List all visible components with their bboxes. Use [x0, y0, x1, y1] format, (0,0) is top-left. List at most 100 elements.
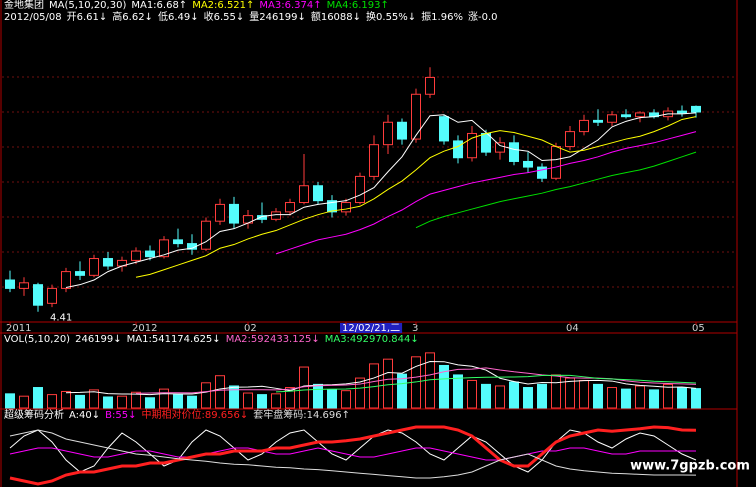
- quote-item: 振1.96%: [421, 12, 463, 23]
- candle-body: [509, 142, 519, 162]
- quote-item: 2012/05/08: [4, 12, 62, 23]
- candle-body: [523, 160, 533, 168]
- series-line: [415, 151, 697, 229]
- volume-bar: [103, 396, 113, 409]
- volume-bar: [89, 389, 99, 409]
- x-tick-label: 05: [692, 323, 705, 334]
- candle-body: [75, 271, 85, 276]
- volume-bar: [187, 395, 197, 409]
- dotted-guides: [2, 76, 736, 288]
- candle-body: [103, 258, 113, 267]
- candle-body: [5, 279, 15, 289]
- candle-body: [537, 166, 547, 179]
- candle-body: [481, 132, 491, 153]
- quote-item: 低6.49↓: [157, 12, 199, 23]
- series-line: [9, 447, 696, 461]
- volume-bar: [61, 390, 71, 409]
- volume-bar: [551, 374, 561, 409]
- stock-name: 金地集团: [4, 0, 44, 11]
- quote-item: 涨-0.0: [467, 12, 498, 23]
- volume-bar: [523, 387, 533, 409]
- quote-item: 高6.62↓: [112, 12, 153, 23]
- legend-entry: B:55↓: [105, 410, 137, 421]
- legend-entry: 中期相对价位:89.656↓: [141, 410, 249, 421]
- volume-bar: [5, 393, 15, 409]
- volume-bar: [635, 385, 645, 409]
- volume-current: 246199↓: [75, 334, 122, 345]
- candle-body: [621, 114, 631, 118]
- volume-bar: [47, 394, 57, 409]
- series-line: [65, 361, 697, 396]
- volume-bar: [663, 383, 673, 409]
- x-tick-label: 3: [412, 323, 418, 334]
- candle-body: [635, 112, 645, 118]
- volume-bar: [607, 387, 617, 409]
- candle-body: [47, 287, 57, 304]
- volume-bar: [257, 394, 267, 409]
- candle-body: [677, 110, 687, 114]
- legend-entry: MA1:6.68↑: [131, 0, 188, 11]
- candle-body: [607, 114, 617, 123]
- candle-body: [579, 119, 589, 133]
- candle-body: [355, 175, 365, 204]
- indicator-header: 超级筹码分析 A:40↓ B:55↓ 中期相对价位:89.656↓ 套牢盘筹码:14.6…: [4, 410, 350, 422]
- candle-body: [159, 239, 169, 258]
- series-line: [9, 429, 697, 473]
- volume-bar: [131, 391, 141, 409]
- quote-item: 开6.61↓: [66, 12, 108, 23]
- volume-bar: [229, 385, 239, 409]
- volume-bar: [565, 377, 575, 409]
- candle-body: [33, 284, 43, 306]
- volume-bar: [621, 388, 631, 409]
- series-line: [9, 429, 697, 479]
- volume-bar: [467, 379, 477, 409]
- legend-entry: MA1:541174.625↓: [126, 334, 221, 345]
- candle-body: [369, 144, 379, 177]
- volume-bar: [19, 395, 29, 409]
- ma-label: MA(5,10,20,30): [49, 0, 127, 11]
- low-label: 4.41: [50, 313, 72, 324]
- candle-body: [383, 121, 393, 146]
- volume-bar: [75, 394, 85, 409]
- series-line: [275, 131, 697, 255]
- quote-header: 2012/05/08 开6.61↓ 高6.62↓ 低6.49↓ 收6.55↓ 量24619…: [4, 12, 497, 24]
- candle-body: [173, 239, 183, 245]
- legend-entry: MA2:592433.125↓: [225, 334, 320, 345]
- volume-bar: [495, 385, 505, 409]
- quote-item: 收6.55↓: [203, 12, 245, 23]
- volume-bar: [537, 383, 547, 409]
- volume-label: VOL(5,10,20): [4, 334, 71, 345]
- candle-body: [411, 93, 421, 140]
- candle-body: [89, 258, 99, 276]
- candle-body: [425, 76, 435, 95]
- candle-body: [229, 203, 239, 224]
- candle-body: [453, 140, 463, 159]
- watermark: www.7gpzb.com: [630, 459, 750, 474]
- legend-entry: A:40↓: [69, 410, 101, 421]
- x-tick-label: 2012: [132, 323, 157, 334]
- candle-body: [593, 119, 603, 123]
- candle-body: [327, 200, 337, 213]
- indicator-title: 超级筹码分析: [4, 410, 64, 421]
- quote-item: 额16088↓: [310, 12, 362, 23]
- volume-bar: [691, 388, 701, 409]
- date-highlight: [340, 323, 403, 333]
- volume-bar: [285, 387, 295, 409]
- quote-item: 量246199↓: [249, 12, 306, 23]
- x-tick-label: 2011: [6, 323, 31, 334]
- candle-body: [145, 250, 155, 258]
- volume-bar: [215, 375, 225, 409]
- candle-body: [439, 116, 449, 142]
- series-line: [9, 425, 697, 486]
- candle-body: [131, 250, 141, 261]
- series-line: [135, 116, 697, 278]
- x-tick-label: 04: [566, 323, 579, 334]
- volume-bar: [579, 379, 589, 409]
- volume-bar: [327, 389, 337, 409]
- candle-body: [341, 202, 351, 213]
- legend-entry: MA3:6.374↑: [259, 0, 322, 11]
- candle-body: [61, 271, 71, 289]
- candle-body: [19, 282, 29, 289]
- volume-bar: [355, 377, 365, 409]
- volume-bar: [383, 358, 393, 409]
